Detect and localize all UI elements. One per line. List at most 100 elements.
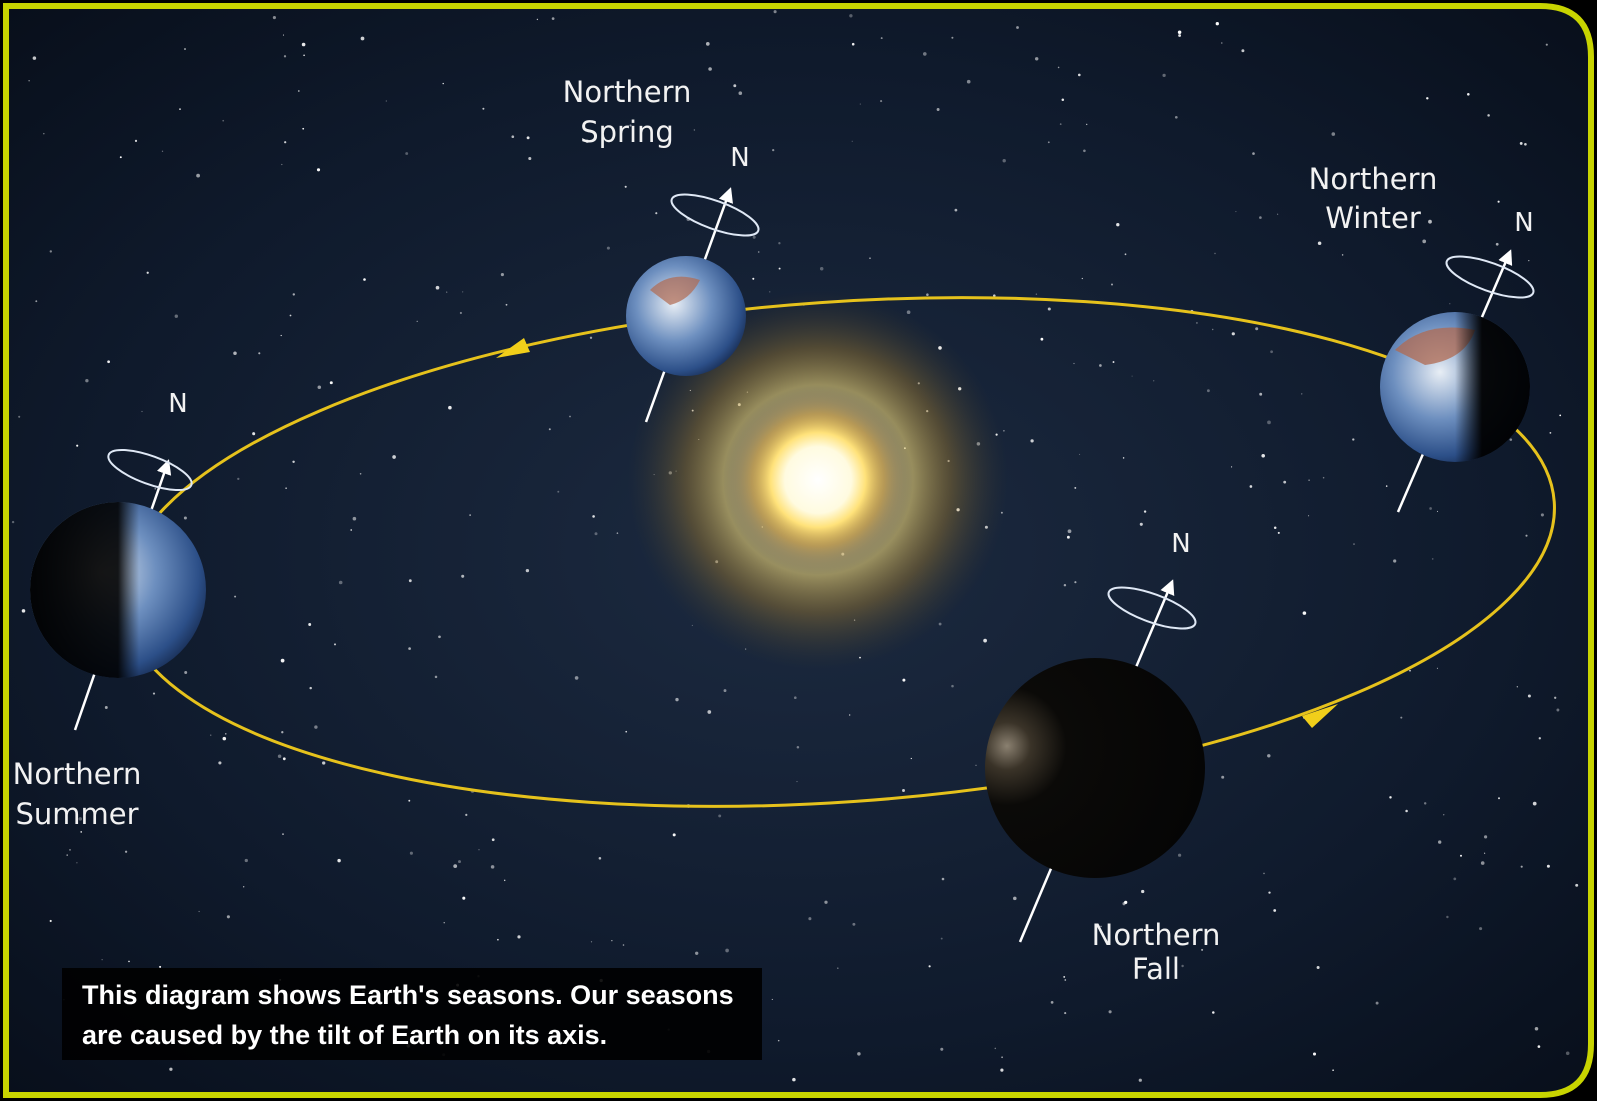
star	[733, 84, 736, 87]
star	[1001, 1056, 1003, 1058]
star	[772, 999, 773, 1000]
star	[1082, 278, 1083, 279]
star	[1073, 363, 1074, 364]
star	[1132, 376, 1133, 377]
star	[408, 647, 411, 650]
star	[392, 455, 396, 459]
star	[504, 880, 505, 881]
star	[1144, 510, 1146, 512]
star	[595, 532, 598, 535]
star	[923, 52, 927, 56]
star	[309, 687, 311, 689]
star	[218, 761, 221, 764]
star	[1547, 865, 1550, 868]
star	[405, 152, 408, 155]
star	[537, 19, 538, 20]
star	[196, 174, 200, 178]
star	[1432, 558, 1434, 560]
star	[1232, 332, 1235, 335]
star	[334, 643, 336, 645]
star	[1178, 31, 1182, 35]
star	[695, 952, 698, 955]
star	[880, 100, 882, 102]
star	[951, 37, 953, 39]
star	[1000, 1069, 1003, 1072]
star	[1048, 307, 1051, 310]
star	[28, 80, 29, 81]
star	[361, 37, 365, 41]
star	[1566, 1052, 1570, 1056]
star	[1235, 211, 1236, 212]
season-label: Northern	[563, 75, 692, 109]
star	[1003, 430, 1005, 432]
star	[849, 714, 850, 715]
star	[1554, 697, 1556, 699]
star	[330, 381, 333, 384]
star	[937, 108, 940, 111]
star	[184, 671, 187, 674]
star	[107, 360, 110, 363]
star	[102, 959, 103, 960]
star	[655, 212, 657, 214]
star	[940, 1048, 943, 1051]
star	[453, 864, 457, 868]
star	[1487, 114, 1490, 117]
star	[1231, 466, 1232, 467]
star	[739, 91, 743, 95]
star	[779, 268, 781, 270]
star	[448, 406, 452, 410]
star	[1498, 201, 1500, 203]
star	[860, 104, 861, 105]
star	[234, 596, 236, 598]
star	[245, 859, 248, 862]
star	[1332, 1069, 1334, 1071]
star	[76, 862, 77, 863]
star	[317, 168, 320, 171]
star	[1389, 796, 1391, 798]
star	[528, 157, 531, 160]
star	[1113, 361, 1115, 363]
star	[460, 312, 462, 314]
star	[154, 488, 156, 490]
star	[796, 781, 797, 782]
star	[1181, 965, 1183, 967]
star	[983, 639, 987, 643]
star	[625, 731, 627, 733]
star	[718, 814, 721, 817]
star	[1332, 132, 1336, 136]
star	[1221, 42, 1222, 43]
star	[225, 733, 226, 734]
star	[386, 100, 387, 101]
star	[293, 293, 295, 295]
star	[808, 917, 811, 920]
star	[1521, 866, 1523, 868]
star	[724, 689, 727, 692]
star	[1422, 240, 1426, 244]
star	[105, 706, 108, 709]
star	[491, 865, 495, 869]
star	[482, 108, 484, 110]
star	[50, 920, 52, 922]
star	[506, 304, 508, 306]
star	[18, 416, 20, 418]
star	[1481, 861, 1485, 865]
star	[179, 108, 181, 110]
star	[942, 878, 945, 881]
star	[469, 514, 470, 515]
star	[410, 852, 413, 855]
star	[951, 685, 954, 688]
star	[43, 133, 45, 135]
star	[1283, 481, 1286, 484]
star	[511, 135, 514, 138]
star	[1538, 1045, 1541, 1048]
star	[881, 37, 883, 39]
star	[1063, 976, 1065, 978]
star	[753, 236, 756, 239]
star	[1524, 143, 1527, 146]
star	[1342, 254, 1344, 256]
star	[1520, 142, 1523, 145]
star	[1139, 1079, 1142, 1082]
star	[1484, 835, 1487, 838]
star	[1030, 439, 1033, 442]
star	[184, 516, 187, 519]
